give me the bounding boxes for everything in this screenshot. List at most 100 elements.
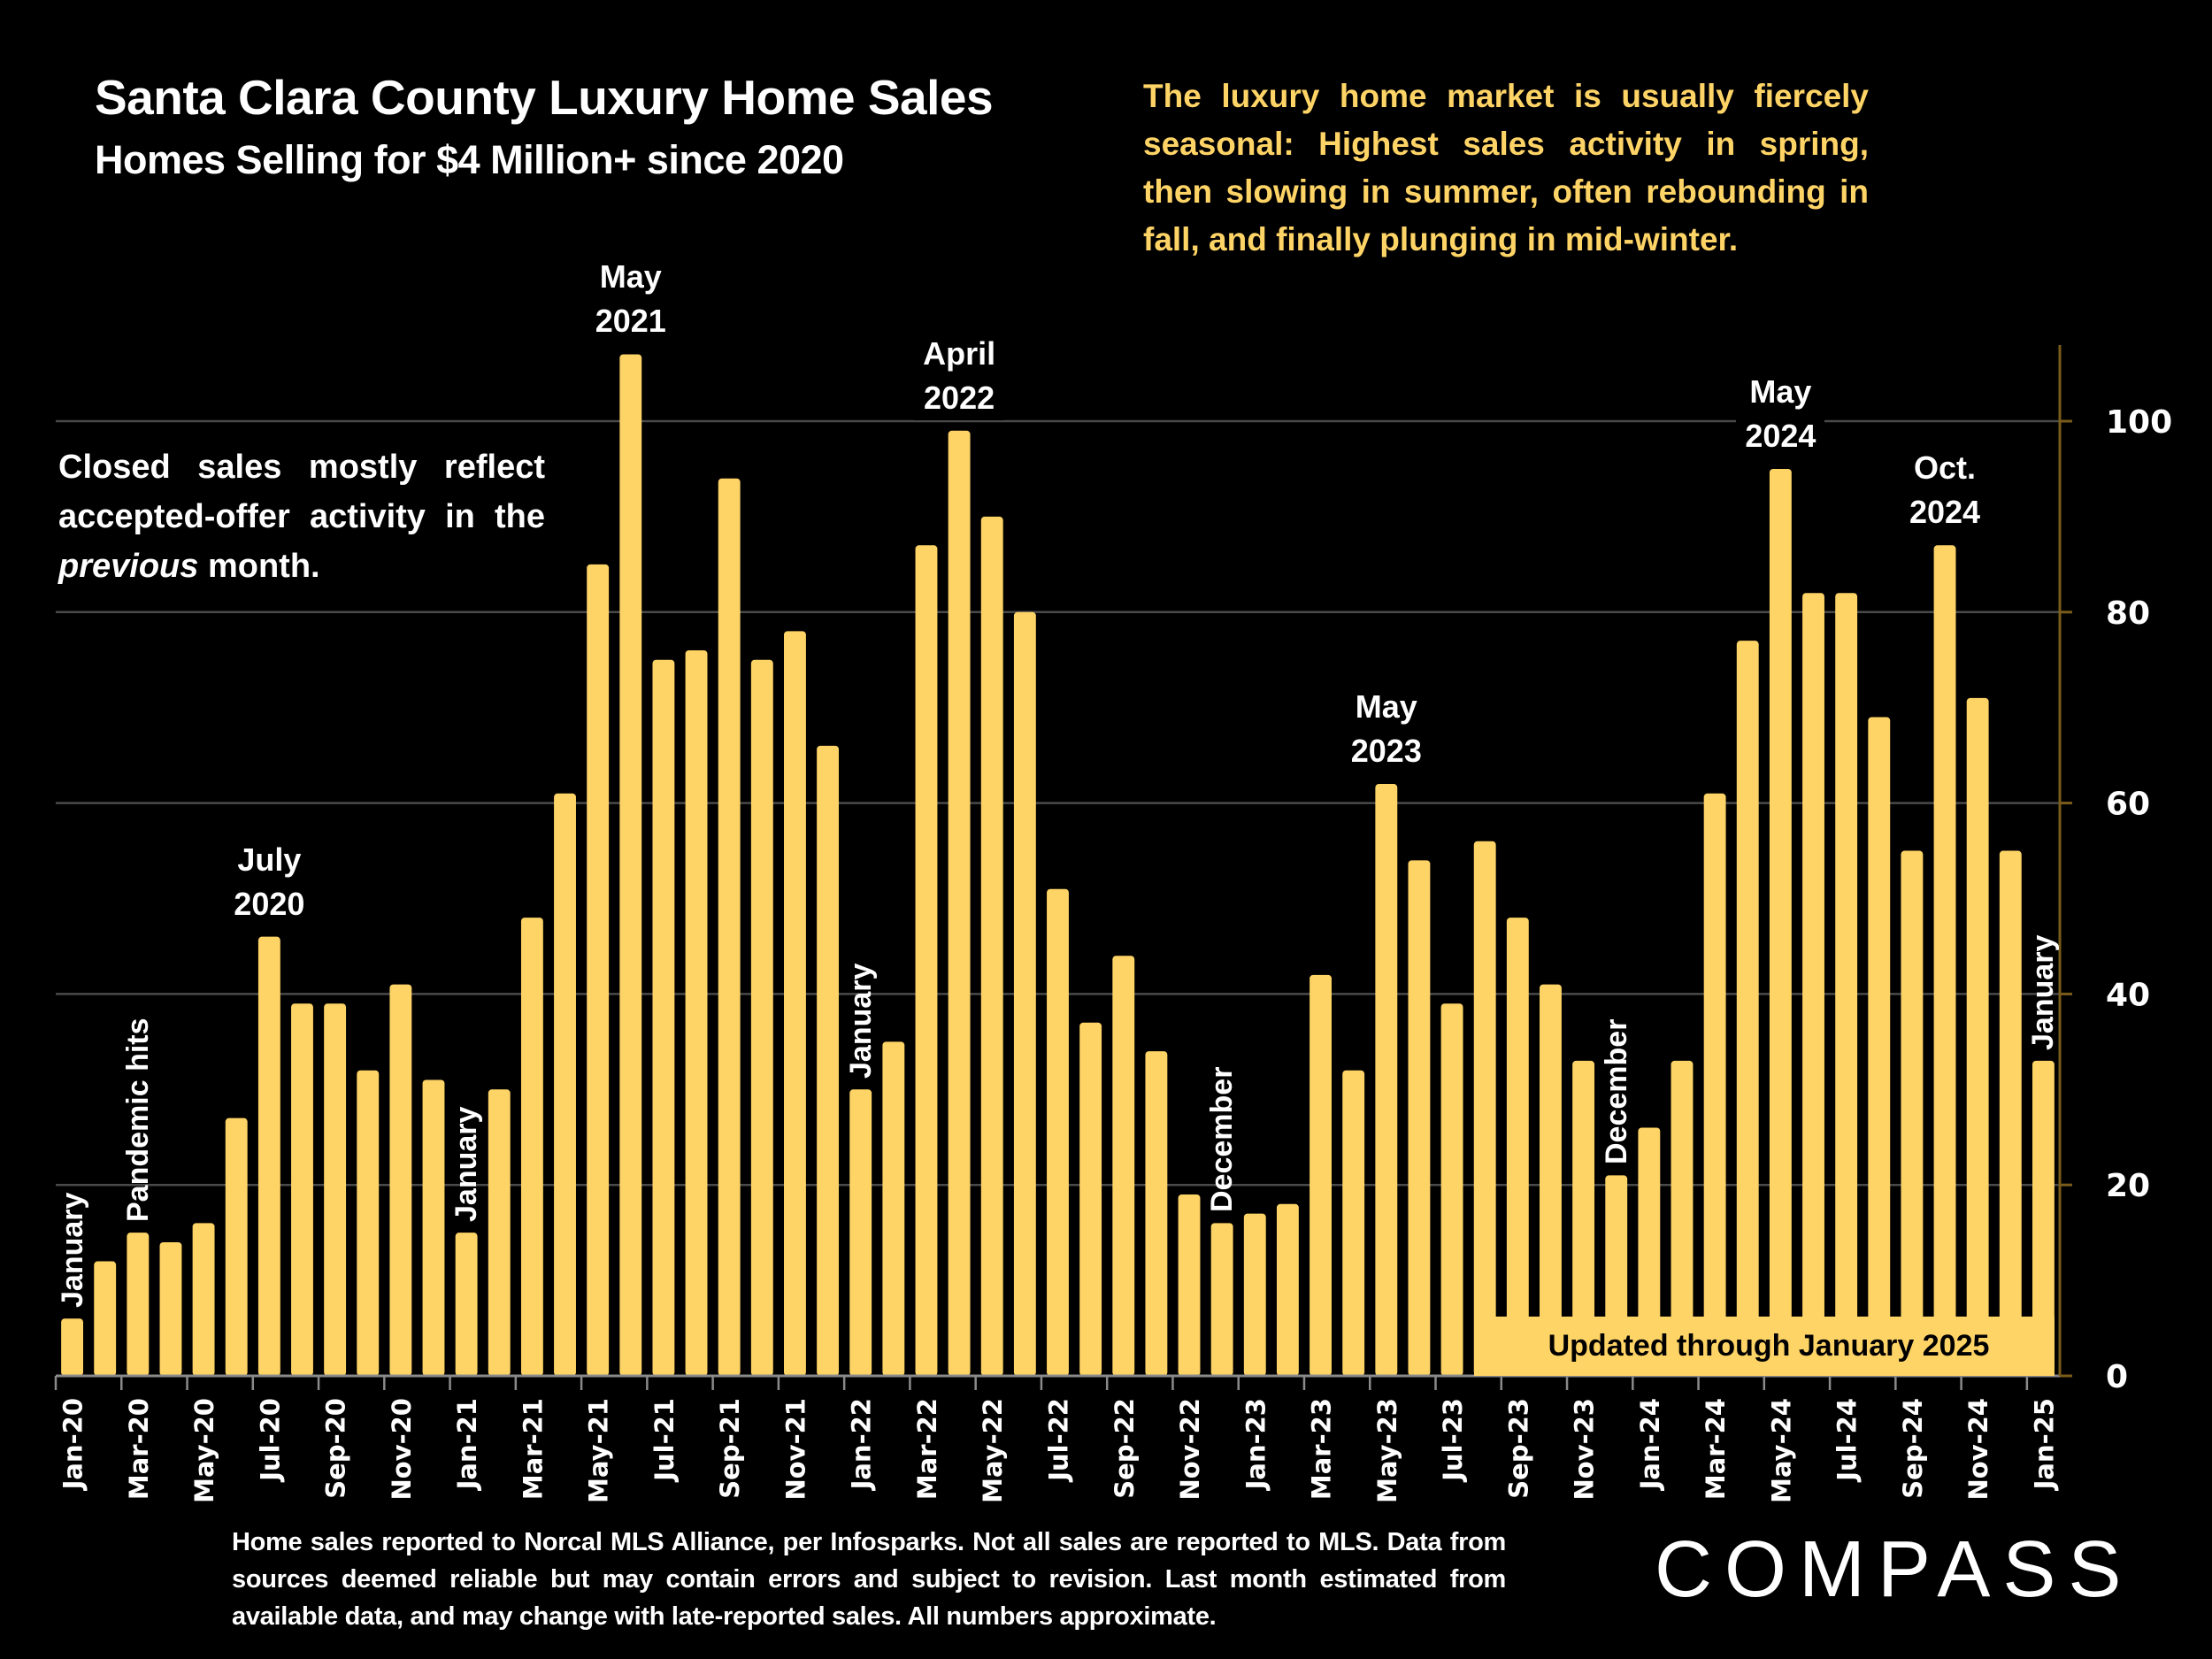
x-tick-label: Jan-22 — [847, 1398, 877, 1491]
bar-Dec-21 — [817, 745, 840, 1376]
bar-Aug-23 — [1473, 841, 1496, 1376]
x-tick-label: Mar-20 — [124, 1398, 154, 1500]
closed-note-background — [49, 438, 562, 593]
x-tick-label: Jan-24 — [1635, 1398, 1665, 1491]
bar-Mar-20 — [127, 1233, 150, 1376]
x-tick-label: May-22 — [978, 1398, 1008, 1503]
annotation-line: Oct. — [1914, 449, 1977, 487]
closed-note-end: month. — [198, 548, 320, 585]
bar-Dec-20 — [422, 1079, 445, 1376]
x-tick-label: Jan-25 — [2029, 1398, 2059, 1491]
y-tick-label: 60 — [2106, 787, 2150, 823]
bar-Sep-23 — [1506, 918, 1529, 1376]
x-tick-label: Nov-21 — [780, 1398, 810, 1501]
y-axis-ticks: 0 20 40 60 80 100 — [2060, 404, 2172, 1395]
bar-Oct-20 — [357, 1070, 380, 1376]
x-tick-label: Nov-24 — [1963, 1398, 1993, 1501]
bar-Sep-20 — [324, 1003, 347, 1376]
bar-Jul-24 — [1835, 593, 1858, 1376]
bar-Mar-22 — [915, 545, 938, 1376]
x-tick-label: Jul-21 — [649, 1398, 680, 1483]
logo-text: COMPASS — [1655, 1529, 2132, 1609]
x-tick-label: Jul-20 — [255, 1398, 285, 1483]
bar-Jun-21 — [619, 354, 642, 1377]
bar-Jan-23 — [1243, 1213, 1266, 1376]
annotation-vertical-label: January — [449, 1106, 484, 1223]
bar-Jan-21 — [455, 1233, 478, 1376]
annotation-line: April — [923, 334, 996, 372]
bar-Jan-20 — [61, 1318, 84, 1376]
bar-Oct-21 — [750, 659, 773, 1376]
bar-Feb-22 — [882, 1041, 905, 1376]
source-footnote: Home sales reported to Norcal MLS Allian… — [232, 1528, 1506, 1631]
x-tick-label: May-21 — [584, 1398, 614, 1503]
bar-Feb-23 — [1276, 1203, 1299, 1376]
bar-Jul-21 — [652, 659, 675, 1376]
axes — [56, 345, 2070, 1378]
bar-May-22 — [980, 516, 1003, 1376]
closed-sales-note: Closed sales mostly reflect accepted-off… — [58, 442, 545, 591]
annotation-peak-label: Oct. 2024 — [1900, 446, 1990, 535]
annotation-vertical-label: December — [1205, 1066, 1240, 1213]
bar-Feb-21 — [488, 1089, 511, 1376]
y-tick-label: 80 — [2106, 595, 2150, 632]
x-tick-label: May-24 — [1766, 1398, 1796, 1503]
x-tick-label: Nov-23 — [1570, 1398, 1600, 1501]
bar-Nov-24 — [1966, 697, 1989, 1376]
bar-Oct-23 — [1540, 984, 1562, 1376]
x-tick-label: Jul-24 — [1832, 1398, 1863, 1483]
bar-Nov-23 — [1572, 1060, 1595, 1376]
x-tick-label: Mar-22 — [912, 1398, 942, 1500]
annotation-line: May — [599, 258, 662, 296]
bar-Sep-24 — [1901, 850, 1924, 1376]
x-tick-label: Mar-23 — [1307, 1398, 1337, 1500]
bar-Dec-24 — [1999, 850, 2022, 1376]
x-tick-label: Sep-20 — [321, 1398, 351, 1499]
bar-Jun-23 — [1408, 860, 1431, 1376]
annotation-line: July — [237, 841, 302, 878]
x-tick-label: Sep-22 — [1110, 1398, 1140, 1499]
annotation-vertical-label: Pandemic hits — [120, 1018, 155, 1223]
x-axis-ticks: Jan-20 Mar-20 May-20 Jul-20 Sep-20 Nov-20 Jan-… — [54, 1376, 2059, 1503]
bar-May-20 — [192, 1223, 215, 1376]
bar-Aug-20 — [291, 1003, 313, 1376]
bar-Jun-22 — [1013, 611, 1036, 1376]
annotation-vertical-label: December — [1599, 1018, 1633, 1165]
bar-Aug-21 — [685, 649, 708, 1376]
y-tick-label: 20 — [2106, 1168, 2150, 1204]
bar-Jul-23 — [1440, 1003, 1463, 1376]
annotation-line: May — [1355, 688, 1417, 726]
bar-Mar-21 — [520, 918, 543, 1376]
bar-Nov-21 — [784, 631, 806, 1376]
annotation-peak-label: May 2023 — [1341, 685, 1431, 774]
x-tick-label: Jan-20 — [58, 1398, 88, 1491]
annotation-peak-label: May 2021 — [586, 255, 675, 344]
x-tick-label: Sep-21 — [715, 1398, 745, 1499]
x-tick-label: Sep-23 — [1503, 1398, 1533, 1499]
bar-Aug-24 — [1868, 717, 1891, 1376]
annotation-vertical-label: January — [2026, 934, 2061, 1050]
annotation-line: 2021 — [595, 303, 666, 340]
bar-Apr-23 — [1342, 1070, 1365, 1376]
annotation-line: 2022 — [924, 379, 995, 416]
chart-subtitle: Homes Selling for $4 Million+ since 2020 — [95, 137, 844, 182]
x-tick-label: Mar-21 — [518, 1398, 548, 1500]
bar-Jun-20 — [225, 1118, 248, 1376]
x-tick-label: Nov-22 — [1175, 1398, 1205, 1501]
bar-Apr-21 — [554, 793, 576, 1376]
bar-Mar-23 — [1310, 974, 1332, 1376]
annotation-peak-label: May 2024 — [1736, 369, 1825, 458]
bar-Mar-24 — [1703, 793, 1726, 1376]
bar-Sep-21 — [718, 478, 741, 1376]
annotation-vertical-label: January — [843, 963, 878, 1079]
x-tick-label: Jan-21 — [452, 1398, 482, 1491]
bar-Feb-20 — [94, 1261, 117, 1376]
annotation-line: 2020 — [234, 885, 305, 922]
annotation-peak-label: July 2020 — [225, 837, 314, 926]
bar-Jan-22 — [849, 1089, 872, 1376]
compass-logo: COMPASS — [1655, 1529, 2132, 1609]
y-tick-label: 40 — [2106, 977, 2150, 1013]
seasonal-note: The luxury home market is usually fierce… — [1143, 78, 1869, 257]
bar-Apr-24 — [1736, 641, 1759, 1376]
x-tick-label: Nov-20 — [387, 1398, 417, 1501]
